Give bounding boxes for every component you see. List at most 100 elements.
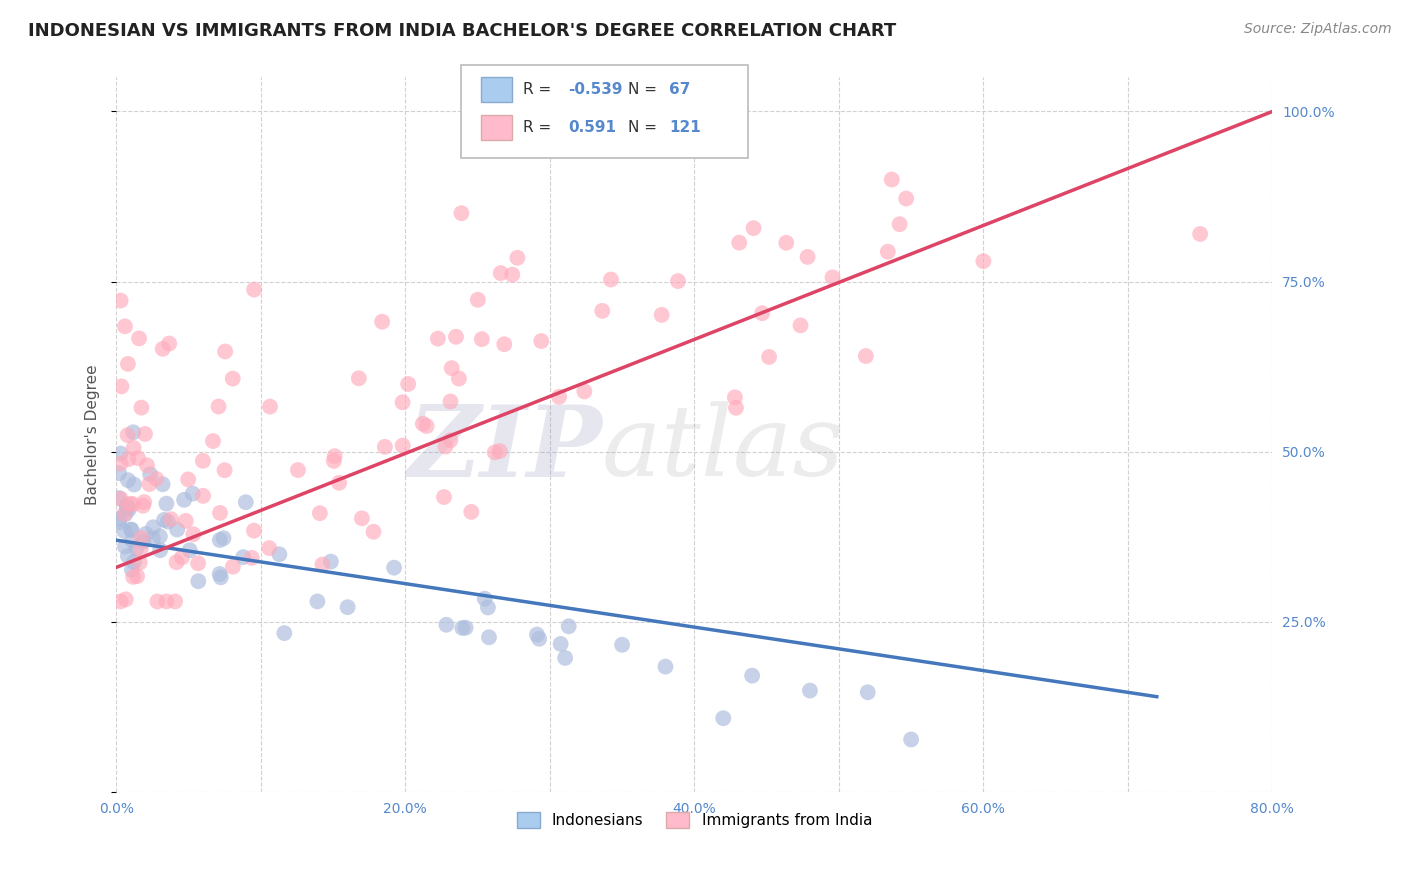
Text: ZIP: ZIP xyxy=(406,401,602,497)
Point xyxy=(149,543,172,558)
Point xyxy=(363,524,385,539)
Point xyxy=(108,491,131,505)
Point xyxy=(187,574,209,589)
Text: INDONESIAN VS IMMIGRANTS FROM INDIA BACHELOR'S DEGREE CORRELATION CHART: INDONESIAN VS IMMIGRANTS FROM INDIA BACH… xyxy=(28,22,897,40)
Point xyxy=(889,217,911,231)
Text: -0.539: -0.539 xyxy=(568,82,623,96)
Point xyxy=(146,594,169,608)
Point xyxy=(550,637,572,651)
Point xyxy=(451,621,474,635)
Point xyxy=(440,361,463,376)
Point xyxy=(120,523,142,537)
Point xyxy=(336,600,359,615)
Point xyxy=(454,621,477,635)
Point xyxy=(114,540,136,554)
Point xyxy=(121,563,143,577)
Text: 121: 121 xyxy=(669,120,702,135)
Point xyxy=(222,559,245,574)
Point xyxy=(110,379,132,393)
Point xyxy=(391,395,413,409)
Text: R =: R = xyxy=(523,82,557,96)
Point xyxy=(855,349,877,363)
Point xyxy=(118,502,141,516)
Point xyxy=(115,499,138,513)
Point xyxy=(724,390,747,404)
Point xyxy=(118,497,141,511)
Point xyxy=(322,454,344,468)
Point xyxy=(160,512,183,526)
Point xyxy=(129,542,152,557)
Point xyxy=(201,434,224,448)
Point xyxy=(232,550,254,565)
Point xyxy=(114,507,136,521)
Point xyxy=(412,417,434,431)
Point xyxy=(131,401,153,415)
Point xyxy=(131,531,153,545)
Point xyxy=(554,651,576,665)
Point xyxy=(415,419,437,434)
Point xyxy=(121,533,143,548)
Point xyxy=(501,268,523,282)
Point xyxy=(506,251,529,265)
Point xyxy=(173,492,195,507)
Point xyxy=(145,472,167,486)
Point xyxy=(235,495,257,509)
Point xyxy=(212,531,235,545)
Point xyxy=(433,490,456,504)
Point xyxy=(488,444,510,458)
Point xyxy=(181,486,204,500)
Point xyxy=(467,293,489,307)
Point xyxy=(728,235,751,250)
Point xyxy=(307,594,329,608)
Point xyxy=(138,477,160,491)
Point xyxy=(222,371,245,385)
Point xyxy=(259,400,281,414)
Point xyxy=(478,630,501,644)
Point xyxy=(775,235,797,250)
Point xyxy=(350,511,373,525)
Point xyxy=(382,560,405,574)
Point xyxy=(450,206,472,220)
Point xyxy=(136,458,159,473)
Point xyxy=(122,555,145,569)
Point xyxy=(880,172,903,186)
Point xyxy=(110,446,132,460)
Point xyxy=(120,523,142,537)
Point xyxy=(179,543,201,558)
Legend: Indonesians, Immigrants from India: Indonesians, Immigrants from India xyxy=(510,806,879,834)
Point xyxy=(530,334,553,348)
Point xyxy=(477,600,499,615)
Point xyxy=(214,463,236,477)
Point xyxy=(439,394,461,409)
Point xyxy=(724,401,747,415)
Point xyxy=(600,272,623,286)
Point xyxy=(110,293,132,308)
Point xyxy=(187,556,209,570)
Point xyxy=(527,632,550,646)
Text: R =: R = xyxy=(523,120,561,135)
Point xyxy=(876,244,898,259)
Point xyxy=(426,332,449,346)
Point xyxy=(114,507,136,521)
Point xyxy=(796,250,818,264)
Point xyxy=(319,555,342,569)
Point xyxy=(460,505,482,519)
Point xyxy=(434,440,457,454)
Point xyxy=(134,426,156,441)
Point xyxy=(371,315,394,329)
Point xyxy=(108,515,131,529)
Point xyxy=(128,556,150,570)
Point xyxy=(170,550,193,565)
Point xyxy=(122,425,145,440)
Point xyxy=(323,449,346,463)
Point xyxy=(155,497,177,511)
Point xyxy=(117,549,139,563)
Point xyxy=(311,558,333,572)
Point xyxy=(287,463,309,477)
Point xyxy=(157,336,180,351)
Point xyxy=(257,541,280,555)
Point xyxy=(139,467,162,482)
Point xyxy=(128,331,150,345)
Text: 0.591: 0.591 xyxy=(568,120,616,135)
Point xyxy=(741,668,763,682)
